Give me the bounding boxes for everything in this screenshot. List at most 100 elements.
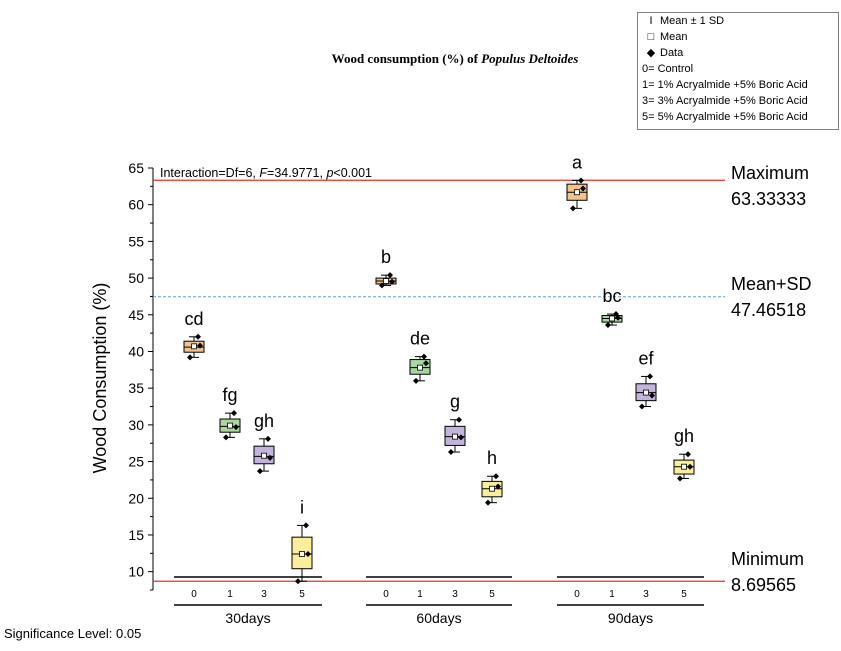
- legend-text: Mean ± 1 SD: [660, 15, 725, 27]
- data-point: [578, 177, 584, 184]
- box-category-label: 0: [383, 589, 389, 600]
- group-label: 30days: [225, 610, 270, 626]
- box-category-label: 1: [227, 589, 233, 600]
- significance-letter: ef: [638, 348, 654, 368]
- y-tick-label: 20: [128, 490, 144, 506]
- data-point: [580, 185, 586, 192]
- significance-letter: g: [450, 392, 460, 412]
- data-point: [687, 463, 693, 470]
- data-point: [187, 354, 193, 361]
- y-tick-label: 15: [128, 527, 144, 543]
- data-point: [458, 434, 464, 441]
- legend-entry: ◆ Data: [642, 47, 683, 59]
- mean-marker: [452, 433, 458, 440]
- legend-text: 1= 1% Acryalmide +5% Boric Acid: [642, 79, 808, 91]
- interaction-annotation: Interaction=Df=6, F=34.9771, p<0.001: [160, 166, 372, 180]
- data-point: [448, 449, 454, 456]
- data-point: [421, 353, 427, 360]
- data-point: [649, 392, 655, 399]
- data-point: [197, 342, 203, 349]
- group-label: 90days: [608, 610, 653, 626]
- box-category-label: 3: [643, 589, 649, 600]
- data-point: [303, 522, 309, 529]
- box-category-label: 1: [609, 589, 615, 600]
- significance-letter: bc: [602, 286, 621, 306]
- mean-marker: [574, 189, 580, 196]
- y-tick-label: 60: [128, 197, 144, 213]
- y-tick-label: 45: [128, 307, 144, 323]
- mean-marker: [227, 422, 233, 429]
- y-tick-label: 65: [128, 160, 144, 176]
- legend-text: 3= 3% Acryalmide +5% Boric Acid: [642, 95, 808, 107]
- data-point: [389, 278, 395, 285]
- data-point: [639, 403, 645, 410]
- data-point: [379, 282, 385, 289]
- mean-marker: [299, 551, 305, 557]
- legend-text: 5= 5% Acryalmide +5% Boric Acid: [642, 111, 808, 123]
- data-point: [265, 435, 271, 442]
- legend: Ι Mean ± 1 SD □ Mean ◆ Data 0= Control 1= 1% Ac…: [637, 12, 839, 130]
- data-point: [495, 483, 501, 490]
- reference-label-maximum: Maximum: [731, 163, 809, 183]
- data-point: [257, 468, 263, 475]
- data-point: [231, 410, 237, 417]
- box-category-label: 0: [574, 589, 580, 600]
- legend-symbol-icon: □: [647, 31, 655, 43]
- y-tick-label: 25: [128, 454, 144, 470]
- legend-entry: 1= 1% Acryalmide +5% Boric Acid: [642, 79, 808, 91]
- data-point: [295, 578, 301, 585]
- data-point: [305, 551, 311, 558]
- data-point: [493, 473, 499, 480]
- data-point: [413, 377, 419, 384]
- significance-letter: de: [410, 329, 430, 349]
- significance-letter: a: [572, 152, 583, 172]
- box-category-label: 0: [191, 589, 197, 600]
- significance-level: Significance Level: 0.05: [4, 626, 142, 641]
- legend-text: 0= Control: [642, 63, 694, 75]
- box-category-label: 1: [417, 589, 423, 600]
- mean-marker: [417, 364, 423, 371]
- y-tick-label: 40: [128, 343, 144, 359]
- data-point: [615, 314, 621, 321]
- box-category-label: 3: [261, 589, 267, 600]
- reference-value-maximum: 63.33333: [731, 189, 806, 209]
- mean-marker: [609, 315, 615, 322]
- reference-label-mean-sd: Mean+SD: [731, 274, 812, 294]
- data-point: [456, 416, 462, 423]
- significance-letter: gh: [674, 426, 694, 446]
- y-tick-label: 50: [128, 270, 144, 286]
- mean-marker: [383, 278, 389, 284]
- significance-letter: cd: [184, 309, 203, 329]
- data-point: [647, 373, 653, 380]
- reference-label-minimum: Minimum: [731, 549, 804, 569]
- legend-entry: Ι Mean ± 1 SD: [642, 15, 724, 27]
- data-point: [423, 360, 429, 367]
- data-point: [570, 205, 576, 212]
- chart-title: Wood consumption (%) of Populus Deltoide…: [332, 51, 579, 66]
- data-point: [387, 272, 393, 279]
- data-point: [233, 424, 239, 431]
- data-point: [485, 499, 491, 506]
- box-category-label: 5: [299, 589, 305, 600]
- data-point: [685, 451, 691, 458]
- significance-letter: h: [487, 448, 497, 468]
- y-tick-label: 35: [128, 380, 144, 396]
- data-point: [267, 454, 273, 461]
- data-point: [605, 322, 611, 329]
- y-tick-label: 55: [128, 233, 144, 249]
- legend-entry: □ Mean: [642, 31, 688, 43]
- legend-entry: 5= 5% Acryalmide +5% Boric Acid: [642, 111, 808, 123]
- significance-letter: b: [381, 247, 391, 267]
- legend-entry: 0= Control: [642, 63, 693, 75]
- data-point: [677, 475, 683, 482]
- legend-text: Mean: [660, 31, 688, 43]
- mean-marker: [191, 343, 197, 350]
- mean-marker: [681, 463, 687, 470]
- legend-symbol-icon: Ι: [649, 15, 653, 27]
- box-category-label: 5: [681, 589, 687, 600]
- legend-text: Data: [660, 47, 684, 59]
- legend-symbol-icon: ◆: [646, 47, 656, 59]
- data-point: [223, 434, 229, 441]
